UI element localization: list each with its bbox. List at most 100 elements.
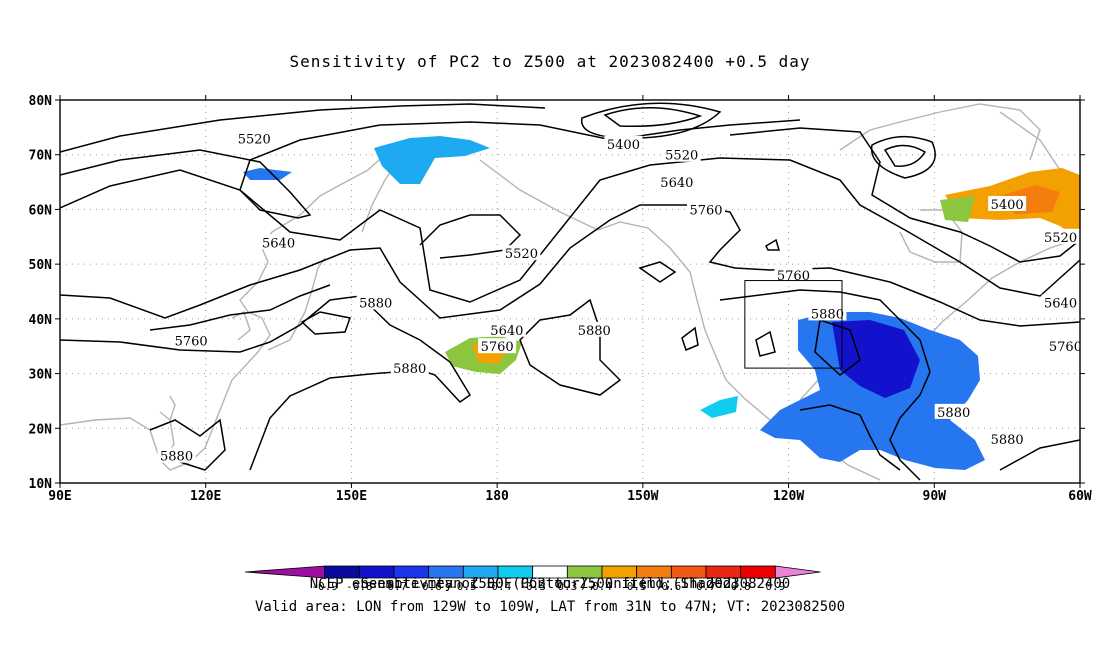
- contour-5880-h: [765, 238, 781, 251]
- coast-japan: [267, 257, 326, 351]
- contour-label-bg: [988, 195, 1027, 211]
- contour-5880-d: [149, 418, 226, 471]
- lon-label: 90W: [923, 489, 947, 504]
- contour-5400-loop-b: [603, 107, 703, 128]
- colorbar-tick-label: -0.9: [311, 580, 338, 593]
- shade-neg-namerica-core: [832, 320, 920, 398]
- graticule: [60, 100, 1081, 483]
- contour-label-bg: [1041, 228, 1080, 244]
- lon-label: 150E: [336, 489, 367, 504]
- contour-label-bg: [662, 146, 701, 162]
- contour-label-bg: [1041, 294, 1080, 310]
- lon-label: 120W: [773, 489, 804, 504]
- contour-label: 5520: [238, 132, 271, 147]
- contour-5880-e: [638, 261, 677, 283]
- contour-label: 5760: [689, 203, 722, 218]
- lat-label: 70N: [29, 149, 53, 164]
- colorbar-tick-label: 0.8: [731, 580, 751, 593]
- contour-label: 5760: [1049, 340, 1082, 355]
- colorbar: -0.9 -0.8 -0.7 -0.6 -0.5 -0.4 -0.3 0.3 0.4 0.5 0.6…: [244, 565, 821, 593]
- contour-label-bg: [604, 135, 643, 151]
- valid-area-box: [744, 280, 843, 369]
- contour-label-bg: [157, 447, 196, 463]
- lat-label: 40N: [29, 313, 53, 328]
- colorbar-arrow-right: [774, 565, 821, 579]
- lat-label: 10N: [29, 477, 53, 492]
- contour-label: 5760: [481, 340, 514, 355]
- contour-5880-a: [60, 295, 472, 471]
- contour-label: 5880: [937, 406, 970, 421]
- contour-5760-a: [60, 204, 1080, 327]
- shade-pos-atlantic-edge: [940, 196, 975, 222]
- contour-5880-main: [719, 289, 931, 481]
- contour-5880-lower: [799, 404, 901, 471]
- colorbar-tick-label: 0.6: [661, 580, 681, 593]
- colorbar-caption: Sensitivity of EOF PC2 to Z500 field (Sh…: [360, 576, 739, 592]
- contour-label-bg: [478, 338, 517, 354]
- colorbar-tick-label: 0.4: [592, 580, 612, 593]
- contour-label-bg: [502, 245, 541, 261]
- contour-label-bg: [356, 294, 395, 310]
- contour-label-bg: [487, 321, 526, 337]
- lat-label: 20N: [29, 422, 53, 437]
- contour-label-bg: [575, 321, 614, 337]
- contour-5400-loop-a: [581, 102, 722, 139]
- colorbar-tick-label: -0.4: [485, 580, 512, 593]
- contour-label-bg: [172, 332, 211, 348]
- colorbar-tick-label: -0.7: [381, 580, 408, 593]
- contour-labels: 5520 5400 5520 5640 5400 5760 5520 5640 5520 5760…: [157, 130, 1082, 465]
- contour-5760-b: [149, 284, 331, 331]
- contour-label: 5880: [811, 307, 844, 322]
- contour-5880-b: [519, 298, 622, 396]
- contour-label: 5520: [505, 247, 538, 262]
- contour-5880-c: [300, 311, 351, 335]
- contour-label-bg: [657, 174, 696, 190]
- contour-5880-east: [999, 439, 1080, 471]
- colorbar-tick-label: 0.5: [627, 580, 647, 593]
- colorbar-tick-label: 0.7: [696, 580, 716, 593]
- caption-contour: NCEP ensemble mean Z500 (Contour); unit(…: [309, 576, 791, 592]
- colorbar-tick-label: -0.3: [519, 580, 546, 593]
- contour-5880-f: [681, 326, 699, 352]
- contour-5400-loop-c: [870, 136, 936, 179]
- contour-label: 5520: [1044, 231, 1077, 246]
- contour-label-bg: [934, 403, 973, 419]
- coast-taiwan: [169, 395, 176, 421]
- contour-label: 5880: [359, 296, 392, 311]
- contour-5400-loop-d: [883, 144, 927, 167]
- lat-label: 50N: [29, 258, 53, 273]
- colorbar-tick-label: 0.3: [557, 580, 577, 593]
- contour-label: 5760: [175, 335, 208, 350]
- colorbar-tick-label: 0.9: [765, 580, 785, 593]
- contour-label-bg: [1046, 338, 1080, 354]
- contour-label: 5880: [578, 324, 611, 339]
- contour-label-bg: [774, 267, 813, 283]
- contour-label-bg: [259, 234, 298, 250]
- contour-5880-loop: [814, 319, 861, 376]
- contour-label: 5640: [262, 236, 295, 251]
- contour-label-bg: [235, 130, 274, 146]
- caption-valid-area: Valid area: LON from 129W to 109W, LAT f…: [254, 599, 845, 615]
- contour-label: 5400: [991, 198, 1024, 213]
- contour-label-bg: [988, 431, 1027, 447]
- contour-5520-north: [60, 103, 546, 153]
- map-title: Sensitivity of PC2 to Z500 at 2023082400…: [289, 52, 811, 71]
- contour-label: 5880: [393, 362, 426, 377]
- coast-kamchatka: [361, 169, 393, 233]
- lon-label: 180: [485, 489, 509, 504]
- contour-label: 5640: [1044, 296, 1077, 311]
- contour-5520-c: [729, 127, 1080, 263]
- contour-label: 5400: [607, 138, 640, 153]
- shade-neg-small: [243, 168, 292, 180]
- coast-korea: [231, 311, 251, 341]
- lat-label: 30N: [29, 368, 53, 383]
- contour-5520-b: [419, 214, 522, 259]
- contour-label: 5880: [991, 433, 1024, 448]
- coast-alaska: [479, 159, 691, 273]
- contour-label: 5640: [660, 176, 693, 191]
- contour-5880-g: [755, 330, 776, 357]
- colorbar-tick-label: -0.5: [450, 580, 477, 593]
- shade-neg-asia: [374, 136, 490, 184]
